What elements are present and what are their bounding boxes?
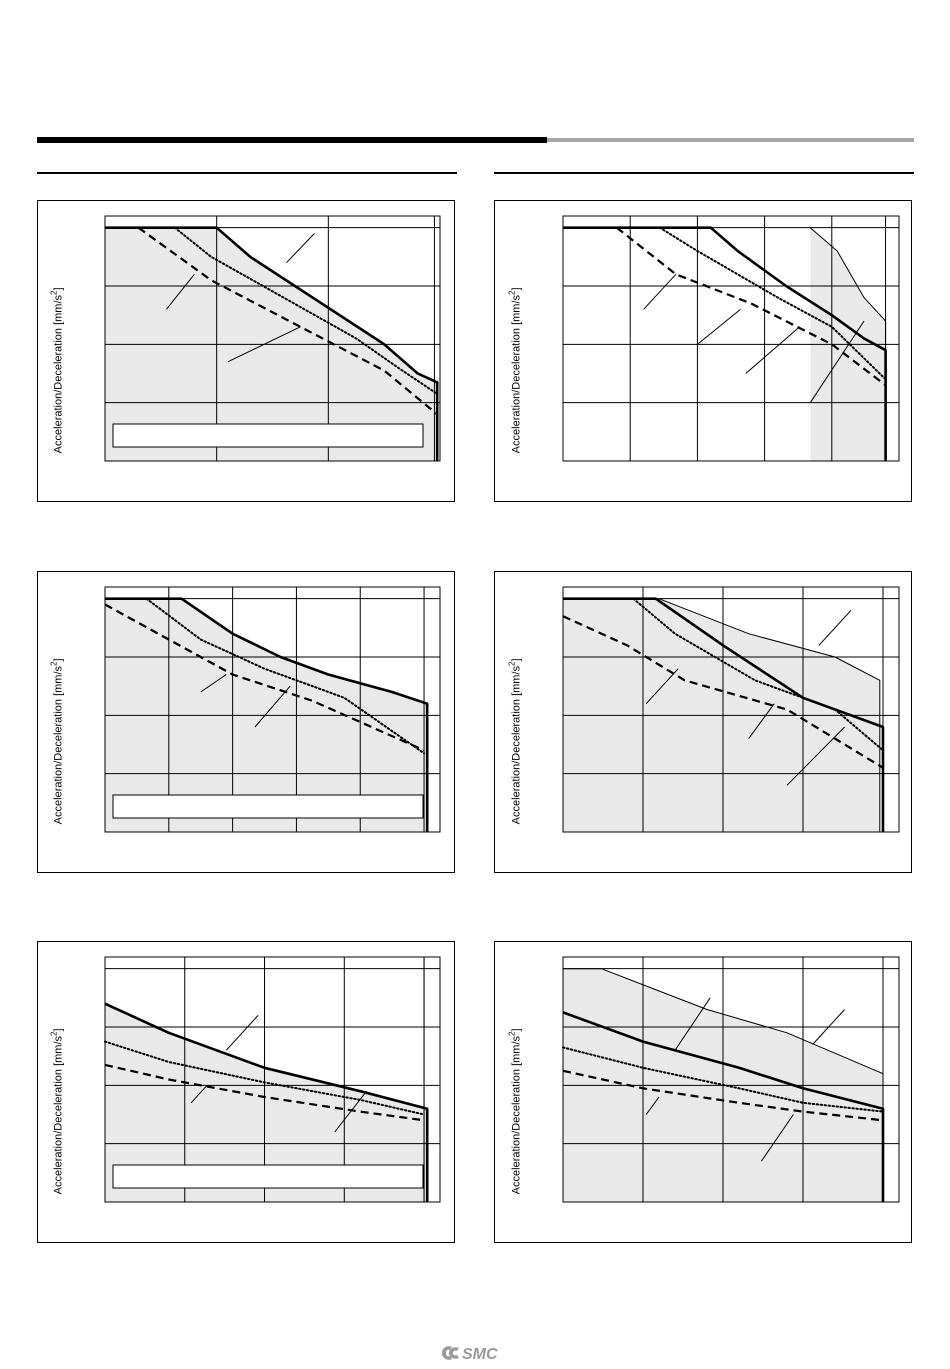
- series-line-solid: [104, 1002, 429, 1202]
- series-line-solid: [563, 226, 887, 461]
- series-line-solid: [105, 597, 429, 832]
- leader-line: [645, 668, 679, 705]
- plot-frame: [562, 586, 900, 833]
- header-bar-black: [37, 137, 547, 143]
- series-line-dotted: [104, 1040, 425, 1116]
- leader-line: [674, 997, 711, 1051]
- smc-logo: SMC: [442, 1346, 498, 1363]
- series-line-dashed: [137, 226, 438, 416]
- leader-line: [254, 685, 291, 728]
- chart-panel-5: Acceleration/Deceleration [mm/s2]: [37, 941, 455, 1243]
- series-line-dashed: [562, 1069, 884, 1122]
- header-bar-gray: [547, 138, 914, 142]
- chart-svg: [104, 586, 441, 833]
- legend-box: [112, 794, 424, 819]
- leader-line: [697, 308, 741, 345]
- leader-line: [227, 326, 301, 363]
- right-column-rule: [494, 172, 914, 174]
- series-line-solid: [563, 597, 885, 832]
- operating-region: [105, 1003, 428, 1202]
- chart-svg: [104, 215, 441, 462]
- series-line-dotted: [145, 597, 425, 755]
- series-line-dashed: [562, 615, 884, 769]
- series-line-dotted: [658, 226, 887, 381]
- plot-frame: [104, 215, 441, 462]
- leader-line: [334, 1090, 368, 1133]
- leader-line: [786, 726, 845, 786]
- leader-line: [643, 273, 677, 310]
- legend-box: [112, 1164, 424, 1189]
- leader-line: [286, 233, 315, 264]
- series-line-dashed: [616, 226, 887, 387]
- leader-line: [812, 1009, 845, 1045]
- leader-line: [225, 1014, 259, 1051]
- leader-line: [760, 1114, 794, 1162]
- chart-panel-3: Acceleration/Deceleration [mm/s2]: [37, 571, 455, 873]
- chart-svg: [562, 956, 900, 1203]
- chart-panel-4: Acceleration/Deceleration [mm/s2]: [494, 571, 912, 873]
- chart-panel-2: Acceleration/Deceleration [mm/s2]: [494, 200, 912, 502]
- chart-svg: [562, 215, 900, 462]
- leader-line: [645, 1096, 660, 1115]
- chart-panel-6: Acceleration/Deceleration [mm/s2]: [494, 941, 912, 1243]
- leader-line: [748, 703, 775, 739]
- series-line-dotted: [562, 1046, 884, 1113]
- series-line-dashed: [104, 1063, 425, 1122]
- series-line-thin: [563, 968, 884, 1202]
- series-line-dashed: [104, 603, 425, 752]
- leader-line: [166, 274, 195, 310]
- leader-line: [809, 320, 865, 403]
- chart-svg: [104, 956, 441, 1203]
- plot-frame: [104, 956, 441, 1203]
- logo-text: SMC: [462, 1346, 498, 1363]
- chart-svg: [562, 586, 900, 833]
- left-column-rule: [37, 172, 457, 174]
- leader-line: [818, 609, 852, 646]
- plot-frame: [104, 586, 441, 833]
- series-line-solid: [105, 226, 439, 461]
- chart-panel-1: Acceleration/Deceleration [mm/s2]: [37, 200, 455, 502]
- plot-frame: [562, 956, 900, 1203]
- series-line-solid: [562, 1011, 885, 1202]
- leader-line: [745, 326, 800, 374]
- plot-frame: [562, 215, 900, 462]
- legend-box: [112, 423, 424, 448]
- leader-line: [200, 674, 227, 693]
- series-line-dotted: [173, 226, 439, 395]
- series-line-dotted: [632, 597, 884, 752]
- leader-line: [190, 1084, 208, 1104]
